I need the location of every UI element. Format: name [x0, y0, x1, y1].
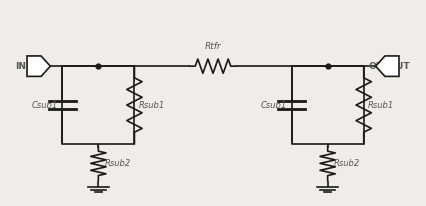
Text: Rtfr: Rtfr: [204, 42, 222, 51]
Text: OUTPUT: OUTPUT: [369, 62, 410, 71]
Polygon shape: [27, 56, 50, 76]
Text: Rsub1: Rsub1: [139, 101, 165, 110]
Text: INPUT: INPUT: [16, 62, 47, 71]
Text: Csub1: Csub1: [32, 101, 58, 110]
Text: Csub1: Csub1: [261, 101, 287, 110]
Text: Rsub2: Rsub2: [334, 159, 360, 168]
Polygon shape: [376, 56, 399, 76]
Text: Rsub1: Rsub1: [368, 101, 394, 110]
Text: Rsub2: Rsub2: [105, 159, 131, 168]
